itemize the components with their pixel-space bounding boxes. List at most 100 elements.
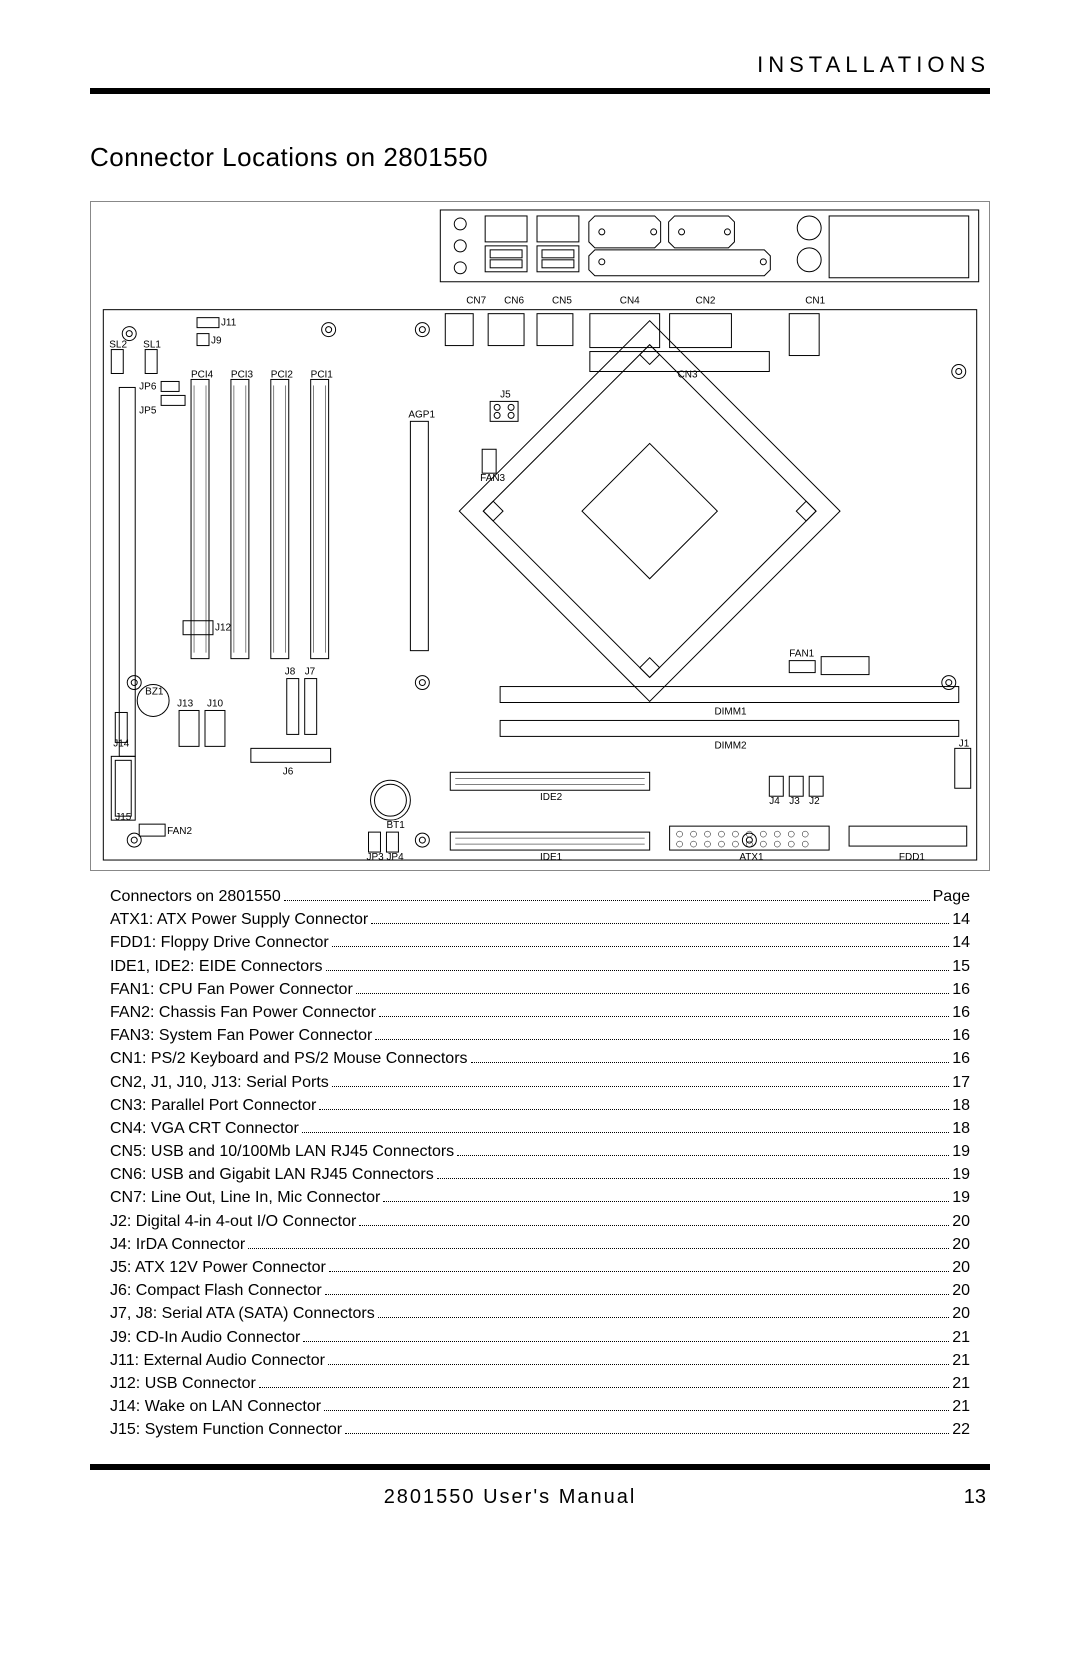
toc-dots bbox=[329, 1271, 949, 1272]
toc-dots bbox=[303, 1341, 949, 1342]
toc-row-label: CN4: VGA CRT Connector bbox=[110, 1117, 299, 1140]
toc-row-page: 22 bbox=[952, 1418, 970, 1441]
toc-row: CN7: Line Out, Line In, Mic Connector19 bbox=[110, 1186, 970, 1209]
toc-row-page: 21 bbox=[952, 1349, 970, 1372]
toc-dots bbox=[259, 1387, 949, 1388]
toc-row: CN3: Parallel Port Connector 18 bbox=[110, 1094, 970, 1117]
footer-page-number: 13 bbox=[926, 1486, 986, 1509]
toc-row-page: 20 bbox=[952, 1279, 970, 1302]
svg-text:J5: J5 bbox=[500, 389, 511, 400]
svg-text:JP4: JP4 bbox=[386, 852, 404, 863]
footer: 2801550 User's Manual 13 bbox=[90, 1486, 990, 1509]
toc-row-page: 20 bbox=[952, 1256, 970, 1279]
toc-row-page: 21 bbox=[952, 1326, 970, 1349]
svg-text:SL2: SL2 bbox=[109, 340, 127, 351]
toc-row: J5: ATX 12V Power Connector 20 bbox=[110, 1256, 970, 1279]
toc-row-page: 15 bbox=[952, 955, 970, 978]
svg-text:SL1: SL1 bbox=[143, 340, 161, 351]
toc-row: IDE1, IDE2: EIDE Connectors15 bbox=[110, 955, 970, 978]
svg-text:AGP1: AGP1 bbox=[408, 409, 435, 420]
svg-text:BT1: BT1 bbox=[386, 820, 405, 831]
svg-text:J8: J8 bbox=[285, 667, 296, 678]
svg-text:PCI2: PCI2 bbox=[271, 369, 294, 380]
page-title: Connector Locations on 2801550 bbox=[90, 142, 990, 173]
toc-row: J12: USB Connector21 bbox=[110, 1372, 970, 1395]
toc-row: J7, J8: Serial ATA (SATA) Connectors 20 bbox=[110, 1302, 970, 1325]
svg-text:J12: J12 bbox=[215, 623, 232, 634]
toc-row-page: 16 bbox=[952, 1047, 970, 1070]
toc-row-label: J9: CD-In Audio Connector bbox=[110, 1326, 300, 1349]
svg-text:PCI1: PCI1 bbox=[311, 369, 334, 380]
toc-row: CN1: PS/2 Keyboard and PS/2 Mouse Connec… bbox=[110, 1047, 970, 1070]
toc-row-page: 16 bbox=[952, 1001, 970, 1024]
toc-row-page: 14 bbox=[952, 908, 970, 931]
toc-row-label: CN3: Parallel Port Connector bbox=[110, 1094, 316, 1117]
toc-row: CN4: VGA CRT Connector 18 bbox=[110, 1117, 970, 1140]
toc-dots bbox=[332, 946, 949, 947]
svg-text:J7: J7 bbox=[305, 667, 316, 678]
page: INSTALLATIONS Connector Locations on 280… bbox=[0, 0, 1080, 1669]
toc-row-page: 16 bbox=[952, 1024, 970, 1047]
svg-text:J15: J15 bbox=[115, 812, 132, 823]
svg-text:JP6: JP6 bbox=[139, 381, 157, 392]
svg-text:CN4: CN4 bbox=[620, 296, 640, 307]
toc-row-label: J4: IrDA Connector bbox=[110, 1233, 245, 1256]
svg-text:J4: J4 bbox=[769, 796, 780, 807]
footer-manual: 2801550 User's Manual bbox=[94, 1486, 926, 1509]
toc-row-page: 17 bbox=[952, 1071, 970, 1094]
toc-dots bbox=[324, 1410, 949, 1411]
toc-row: CN2, J1, J10, J13: Serial Ports17 bbox=[110, 1071, 970, 1094]
svg-text:BZ1: BZ1 bbox=[145, 687, 164, 698]
toc-row: J9: CD-In Audio Connector 21 bbox=[110, 1326, 970, 1349]
toc-row: J6: Compact Flash Connector20 bbox=[110, 1279, 970, 1302]
svg-text:CN5: CN5 bbox=[552, 296, 572, 307]
toc-dots bbox=[345, 1433, 949, 1434]
toc-row: FAN2: Chassis Fan Power Connector 16 bbox=[110, 1001, 970, 1024]
toc-row: CN6: USB and Gigabit LAN RJ45 Connectors… bbox=[110, 1163, 970, 1186]
svg-text:JP3: JP3 bbox=[367, 852, 385, 863]
svg-text:IDE2: IDE2 bbox=[540, 792, 563, 803]
toc-row: CN5: USB and 10/100Mb LAN RJ45 Connector… bbox=[110, 1140, 970, 1163]
toc-dots bbox=[319, 1109, 949, 1110]
svg-text:ATX1: ATX1 bbox=[739, 852, 764, 863]
toc-header-page: Page bbox=[933, 885, 970, 908]
toc-row-label: CN5: USB and 10/100Mb LAN RJ45 Connector… bbox=[110, 1140, 454, 1163]
toc-row-label: J5: ATX 12V Power Connector bbox=[110, 1256, 326, 1279]
svg-text:FAN2: FAN2 bbox=[167, 826, 192, 837]
toc-dots bbox=[284, 900, 930, 901]
toc-dots bbox=[383, 1201, 949, 1202]
footer-rule bbox=[90, 1464, 990, 1470]
svg-text:J9: J9 bbox=[211, 336, 222, 347]
header-rule bbox=[90, 88, 990, 94]
board-diagram: CN7 CN6 CN5 CN4 CN2 CN1 CN3 SL2 SL1 J11 … bbox=[90, 201, 990, 871]
svg-text:FAN3: FAN3 bbox=[480, 473, 505, 484]
toc-row: J14: Wake on LAN Connector21 bbox=[110, 1395, 970, 1418]
svg-text:IDE1: IDE1 bbox=[540, 852, 563, 863]
toc-dots bbox=[326, 970, 950, 971]
toc-dots bbox=[328, 1364, 949, 1365]
toc-dots bbox=[302, 1132, 949, 1133]
toc-dots bbox=[359, 1225, 949, 1226]
toc-row-label: FAN1: CPU Fan Power Connector bbox=[110, 978, 353, 1001]
toc-row-page: 18 bbox=[952, 1117, 970, 1140]
toc-row-label: FDD1: Floppy Drive Connector bbox=[110, 931, 329, 954]
toc-row-label: FAN3: System Fan Power Connector bbox=[110, 1024, 372, 1047]
toc-dots bbox=[437, 1178, 949, 1179]
svg-text:J14: J14 bbox=[113, 738, 130, 749]
svg-text:J1: J1 bbox=[959, 738, 970, 749]
toc-row-label: J11: External Audio Connector bbox=[110, 1349, 325, 1372]
toc-row-label: CN6: USB and Gigabit LAN RJ45 Connectors bbox=[110, 1163, 434, 1186]
toc-row-label: FAN2: Chassis Fan Power Connector bbox=[110, 1001, 376, 1024]
toc-dots bbox=[371, 923, 949, 924]
toc-row-page: 18 bbox=[952, 1094, 970, 1117]
toc-row-page: 16 bbox=[952, 978, 970, 1001]
toc-row-page: 21 bbox=[952, 1372, 970, 1395]
svg-text:J2: J2 bbox=[809, 796, 820, 807]
svg-text:JP5: JP5 bbox=[139, 405, 157, 416]
toc-row-page: 20 bbox=[952, 1302, 970, 1325]
svg-text:CN6: CN6 bbox=[504, 296, 524, 307]
toc-row-label: J7, J8: Serial ATA (SATA) Connectors bbox=[110, 1302, 375, 1325]
toc-row-page: 19 bbox=[952, 1163, 970, 1186]
toc-row: ATX1: ATX Power Supply Connector14 bbox=[110, 908, 970, 931]
toc-row-page: 19 bbox=[952, 1186, 970, 1209]
